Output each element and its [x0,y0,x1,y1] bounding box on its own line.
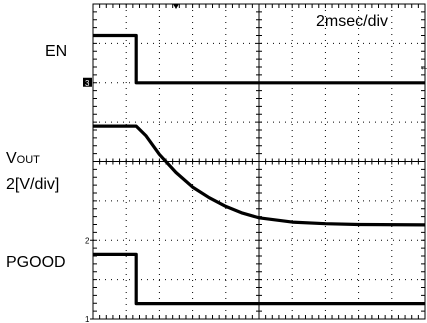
graticule [92,3,426,320]
trigger-arrow: ← [419,61,427,73]
waveform-traces [93,33,426,306]
channel-3-marker: 3 [85,79,90,88]
trace-en [93,33,425,85]
plot-frame [92,3,426,320]
trace-vout [93,124,426,227]
time-scale-label: 2msec/div [316,13,389,30]
trace-pgood [93,252,425,306]
vout-label-sub: OUT [16,154,40,166]
channel-markers: 3 2 1 [83,77,93,323]
trigger-position-marker [173,4,179,9]
vout-scale-label: 2[V/div] [6,176,60,193]
vout-label-main: V [6,150,17,167]
en-label: EN [45,43,68,60]
pgood-label: PGOOD [6,254,66,271]
channel-3-marker-box [83,77,92,87]
channel-2-marker: 2 [85,236,90,245]
vout-label: VOUT [6,150,40,168]
channel-1-marker: 1 [85,315,90,323]
